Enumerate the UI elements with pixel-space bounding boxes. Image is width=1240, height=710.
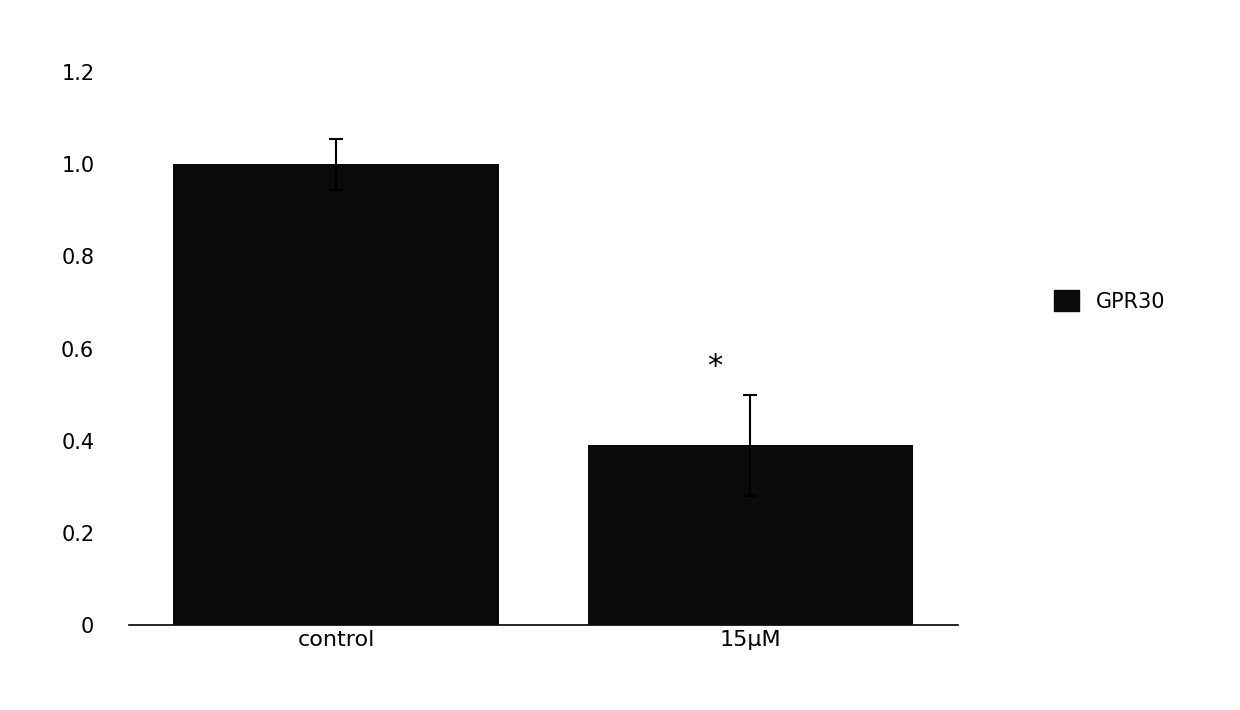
- Text: *: *: [707, 351, 723, 381]
- Bar: [588, 445, 913, 625]
- Legend: GPR30: GPR30: [1045, 281, 1173, 320]
- Bar: [174, 165, 498, 625]
